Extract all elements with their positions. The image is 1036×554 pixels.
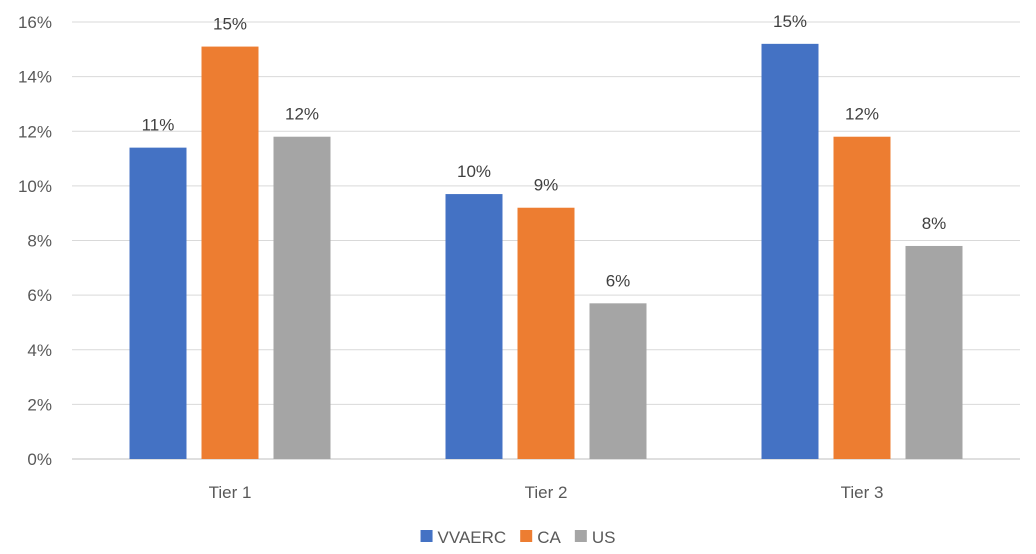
y-axis-ticks: 0% 2% 4% 6% 8% 10% 12% 14% 16%	[18, 13, 52, 469]
data-label: 11%	[142, 116, 175, 135]
bar-us-tier-1	[273, 136, 331, 459]
bar-us-tier-3	[905, 245, 963, 459]
x-category-label: Tier 2	[525, 483, 568, 502]
bars	[129, 43, 963, 460]
bar-ca-tier-1	[201, 46, 259, 460]
y-tick-label: 16%	[18, 13, 52, 32]
data-labels: 11% 15% 12% 10% 9% 6% 15% 12% 8%	[142, 12, 947, 290]
x-axis-categories: Tier 1 Tier 2 Tier 3	[209, 483, 884, 502]
y-tick-label: 8%	[27, 232, 52, 251]
x-category-label: Tier 3	[841, 483, 884, 502]
bar-us-tier-2	[589, 303, 647, 459]
y-tick-label: 6%	[27, 286, 52, 305]
legend-label: CA	[537, 528, 561, 547]
data-label: 15%	[213, 15, 247, 34]
data-label: 6%	[606, 271, 631, 290]
data-label: 10%	[457, 162, 491, 181]
y-tick-label: 2%	[27, 395, 52, 414]
bar-vvaerc-tier-1	[129, 147, 187, 459]
y-tick-label: 14%	[18, 68, 52, 87]
data-label: 9%	[534, 176, 559, 195]
y-tick-label: 4%	[27, 341, 52, 360]
bar-vvaerc-tier-3	[761, 43, 819, 459]
y-tick-label: 12%	[18, 122, 52, 141]
y-tick-label: 0%	[27, 450, 52, 469]
data-label: 12%	[845, 105, 879, 124]
bar-ca-tier-3	[833, 136, 891, 459]
legend-swatch-vvaerc	[420, 530, 433, 542]
data-label: 15%	[773, 12, 807, 31]
legend-swatch-ca	[520, 530, 533, 542]
data-label: 8%	[922, 214, 947, 233]
legend-swatch-us	[574, 530, 587, 542]
legend-label: VVAERC	[438, 528, 507, 547]
x-category-label: Tier 1	[209, 483, 252, 502]
bar-ca-tier-2	[517, 207, 575, 459]
legend-label: US	[592, 528, 616, 547]
y-tick-label: 10%	[18, 177, 52, 196]
bar-vvaerc-tier-2	[445, 194, 503, 459]
data-label: 12%	[285, 105, 319, 124]
legend: VVAERC CA US	[420, 528, 616, 547]
